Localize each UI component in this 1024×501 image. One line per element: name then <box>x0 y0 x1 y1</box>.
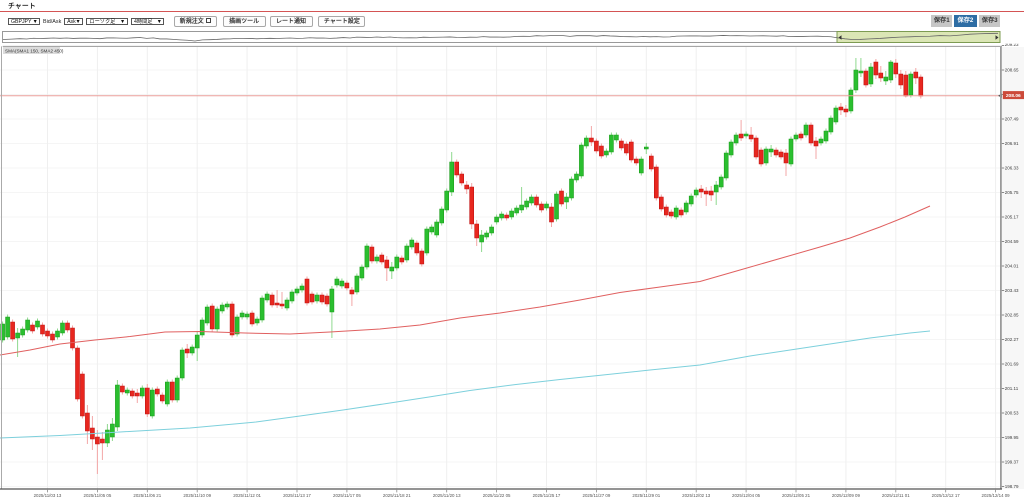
svg-text:2025/11/13 17: 2025/11/13 17 <box>283 493 311 498</box>
svg-text:208.06: 208.06 <box>1006 93 1021 99</box>
svg-text:2025/11/25 17: 2025/11/25 17 <box>533 493 561 498</box>
svg-text:207.49: 207.49 <box>1005 117 1019 122</box>
svg-text:2025/11/10 09: 2025/11/10 09 <box>183 493 211 498</box>
svg-text:2025/11/29 01: 2025/11/29 01 <box>632 493 660 498</box>
svg-text:202.85: 202.85 <box>1005 313 1019 318</box>
svg-text:2025/11/03 13: 2025/11/03 13 <box>34 493 62 498</box>
svg-text:206.91: 206.91 <box>1005 141 1019 146</box>
svg-text:198.79: 198.79 <box>1005 484 1019 489</box>
svg-text:SMA(SMA1 150, SMA2 450): SMA(SMA1 150, SMA2 450) <box>5 48 64 53</box>
svg-text:201.69: 201.69 <box>1005 362 1019 367</box>
svg-text:2025/11/27 09: 2025/11/27 09 <box>583 493 611 498</box>
svg-text:200.53: 200.53 <box>1005 411 1019 416</box>
svg-text:2025/12/05 21: 2025/12/05 21 <box>782 493 811 498</box>
svg-text:2025/12/14 09: 2025/12/14 09 <box>982 493 1011 498</box>
svg-text:2025/12/09 09: 2025/12/09 09 <box>832 493 861 498</box>
svg-text:199.37: 199.37 <box>1005 460 1019 465</box>
svg-text:2025/12/04 05: 2025/12/04 05 <box>732 493 761 498</box>
svg-text:2025/11/18 21: 2025/11/18 21 <box>383 493 411 498</box>
svg-text:2025/11/20 13: 2025/11/20 13 <box>433 493 461 498</box>
svg-text:2025/11/17 05: 2025/11/17 05 <box>333 493 361 498</box>
svg-text:2025/12/02 13: 2025/12/02 13 <box>682 493 711 498</box>
svg-text:204.01: 204.01 <box>1005 264 1019 269</box>
svg-text:204.59: 204.59 <box>1005 239 1019 244</box>
svg-text:2025/11/06 21: 2025/11/06 21 <box>133 493 161 498</box>
svg-text:2025/12/12 17: 2025/12/12 17 <box>932 493 961 498</box>
svg-text:2025/11/05 05: 2025/11/05 05 <box>84 493 112 498</box>
svg-text:205.75: 205.75 <box>1005 190 1019 195</box>
svg-text:208.65: 208.65 <box>1005 68 1019 73</box>
svg-text:202.27: 202.27 <box>1005 337 1019 342</box>
svg-text:2025/11/12 01: 2025/11/12 01 <box>233 493 261 498</box>
svg-text:209.23: 209.23 <box>1005 42 1019 47</box>
svg-text:2025/12/11 01: 2025/12/11 01 <box>882 493 910 498</box>
svg-text:199.95: 199.95 <box>1005 435 1019 440</box>
svg-text:201.11: 201.11 <box>1005 386 1019 391</box>
svg-text:205.17: 205.17 <box>1005 215 1019 220</box>
svg-text:203.43: 203.43 <box>1005 288 1019 293</box>
svg-text:2025/11/22 05: 2025/11/22 05 <box>483 493 511 498</box>
svg-text:206.33: 206.33 <box>1005 166 1019 171</box>
